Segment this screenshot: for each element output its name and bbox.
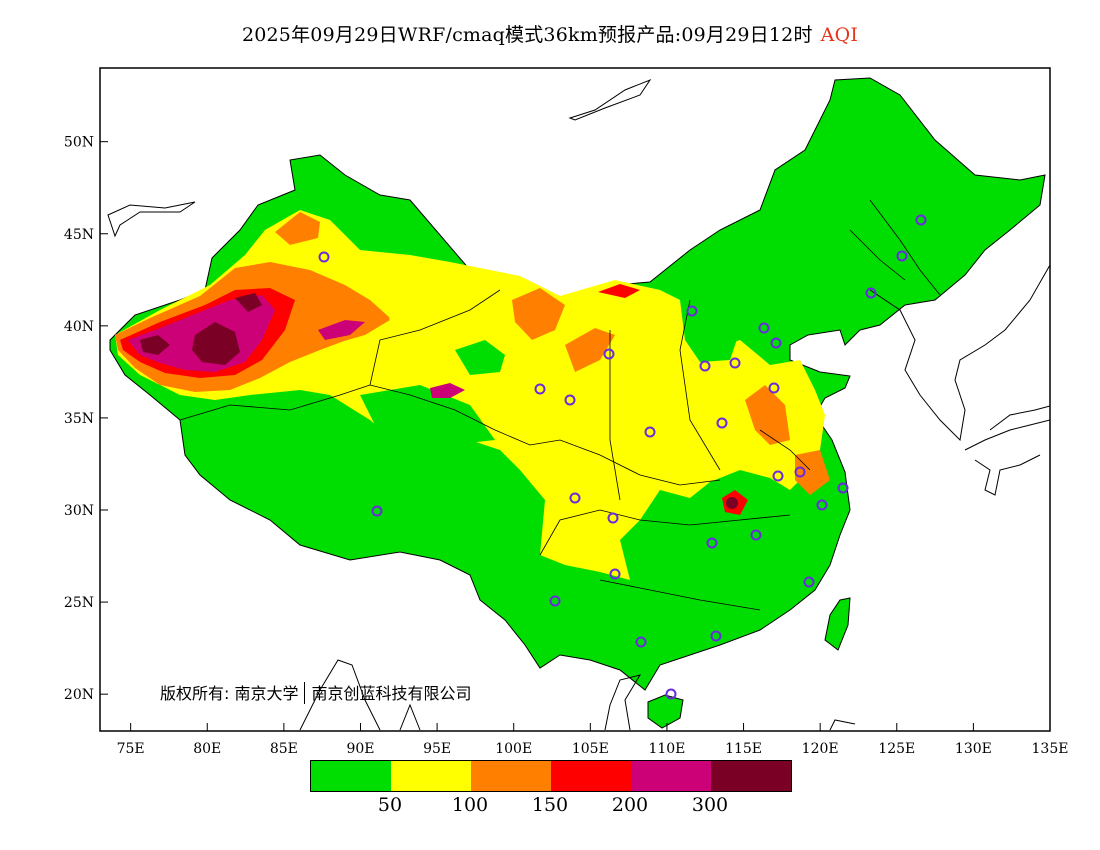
station-marker <box>569 492 581 504</box>
taiwan <box>824 597 851 651</box>
latitude-axis: 50N 45N 40N 35N 30N 25N 20N <box>64 135 108 703</box>
copyright-notice: 版权所有: 南京大学 南京创蓝科技有限公司 <box>160 680 472 704</box>
legend-label: 100 <box>451 794 489 816</box>
station-marker <box>865 287 877 299</box>
lon-tick-label: 115E <box>725 741 762 757</box>
map-frame <box>99 67 1051 732</box>
station-marker <box>686 305 698 317</box>
station-marker <box>564 394 576 406</box>
station-marker <box>768 382 780 394</box>
station-marker <box>318 251 330 263</box>
province-boundaries <box>179 199 941 611</box>
unhealthy-region-border <box>598 284 640 298</box>
lon-tick-label: 100E <box>495 741 532 757</box>
lat-tick-label: 20N <box>64 687 94 703</box>
lon-tick-label: 130E <box>955 741 992 757</box>
lon-tick-label: 110E <box>648 741 685 757</box>
hainan <box>647 694 684 729</box>
station-marker <box>803 576 815 588</box>
station-marker <box>665 688 677 700</box>
green-patch-qinghai <box>360 385 495 450</box>
aqi-legend-bar <box>310 760 792 792</box>
legend-label: 50 <box>377 794 403 816</box>
station-marker <box>772 470 784 482</box>
station-marker <box>607 512 619 524</box>
copyright-part1: 版权所有: 南京大学 <box>160 684 299 703</box>
station-marker <box>770 337 782 349</box>
station-marker <box>750 529 762 541</box>
lon-tick-label: 105E <box>572 741 609 757</box>
legend-label: 150 <box>531 794 569 816</box>
lat-tick-label: 35N <box>64 411 94 427</box>
hazardous-spot-wuhan <box>726 497 738 509</box>
lon-tick-label: 135E <box>1032 741 1069 757</box>
legend-label: 300 <box>691 794 729 816</box>
map-title: 2025年09月29日WRF/cmaq模式36km预报产品:09月29日12时 A… <box>0 20 1100 47</box>
title-main: 2025年09月29日WRF/cmaq模式36km预报产品:09月29日12时 <box>241 24 813 46</box>
lon-tick-label: 120E <box>802 741 839 757</box>
legend-label: 200 <box>611 794 649 816</box>
lat-tick-label: 45N <box>64 227 94 243</box>
legend-swatch <box>631 761 711 791</box>
station-marker <box>758 322 770 334</box>
legend-swatch <box>471 761 551 791</box>
lon-tick-label: 85E <box>270 741 298 757</box>
lon-tick-label: 90E <box>346 741 374 757</box>
station-marker <box>549 595 561 607</box>
longitude-axis: 75E 80E 85E 90E 95E 100E 105E 110E 115E 120E 125E 1… <box>117 723 1069 757</box>
station-marker <box>710 630 722 642</box>
station-marker <box>371 505 383 517</box>
station-marker <box>915 214 927 226</box>
station-marker <box>794 466 806 478</box>
lat-tick-label: 30N <box>64 503 94 519</box>
lon-tick-label: 75E <box>117 741 145 757</box>
station-marker <box>706 537 718 549</box>
lat-tick-label: 25N <box>64 595 94 611</box>
hazardous-region-west <box>140 335 170 355</box>
title-variable: AQI <box>820 24 859 46</box>
usg-region-hebei <box>745 385 790 445</box>
legend-swatch <box>391 761 471 791</box>
very-unhealthy-region-qinghai <box>430 383 465 398</box>
usg-region-north-xinjiang <box>275 212 320 245</box>
legend-swatch <box>711 761 791 791</box>
usg-region-inner-mongolia <box>512 288 565 340</box>
station-marker <box>644 426 656 438</box>
city-stations <box>318 214 927 700</box>
station-marker <box>896 250 908 262</box>
lon-tick-label: 80E <box>193 741 221 757</box>
legend-swatch <box>551 761 631 791</box>
station-marker <box>837 482 849 494</box>
usg-region-jiangsu <box>795 450 830 495</box>
copyright-part2: 南京创蓝科技有限公司 <box>311 684 472 703</box>
neighbor-coastlines <box>107 78 1050 731</box>
lat-tick-label: 40N <box>64 319 94 335</box>
station-marker <box>729 357 741 369</box>
usg-region-ordos <box>565 328 615 372</box>
hazardous-region-central <box>192 322 240 365</box>
map-content <box>107 77 1050 731</box>
lat-tick-label: 50N <box>64 135 94 151</box>
station-marker <box>534 383 546 395</box>
hazardous-region-north <box>235 293 262 312</box>
green-patch-gansu <box>455 340 505 375</box>
very-unhealthy-region-east-xinjiang <box>318 320 365 340</box>
station-marker <box>816 499 828 511</box>
station-marker <box>635 636 647 648</box>
station-marker <box>609 568 621 580</box>
copyright-separator <box>304 682 306 704</box>
station-marker <box>716 417 728 429</box>
lon-tick-label: 125E <box>878 741 915 757</box>
station-marker <box>603 348 615 360</box>
station-marker <box>699 360 711 372</box>
legend-swatch <box>311 761 391 791</box>
lon-tick-label: 95E <box>423 741 451 757</box>
